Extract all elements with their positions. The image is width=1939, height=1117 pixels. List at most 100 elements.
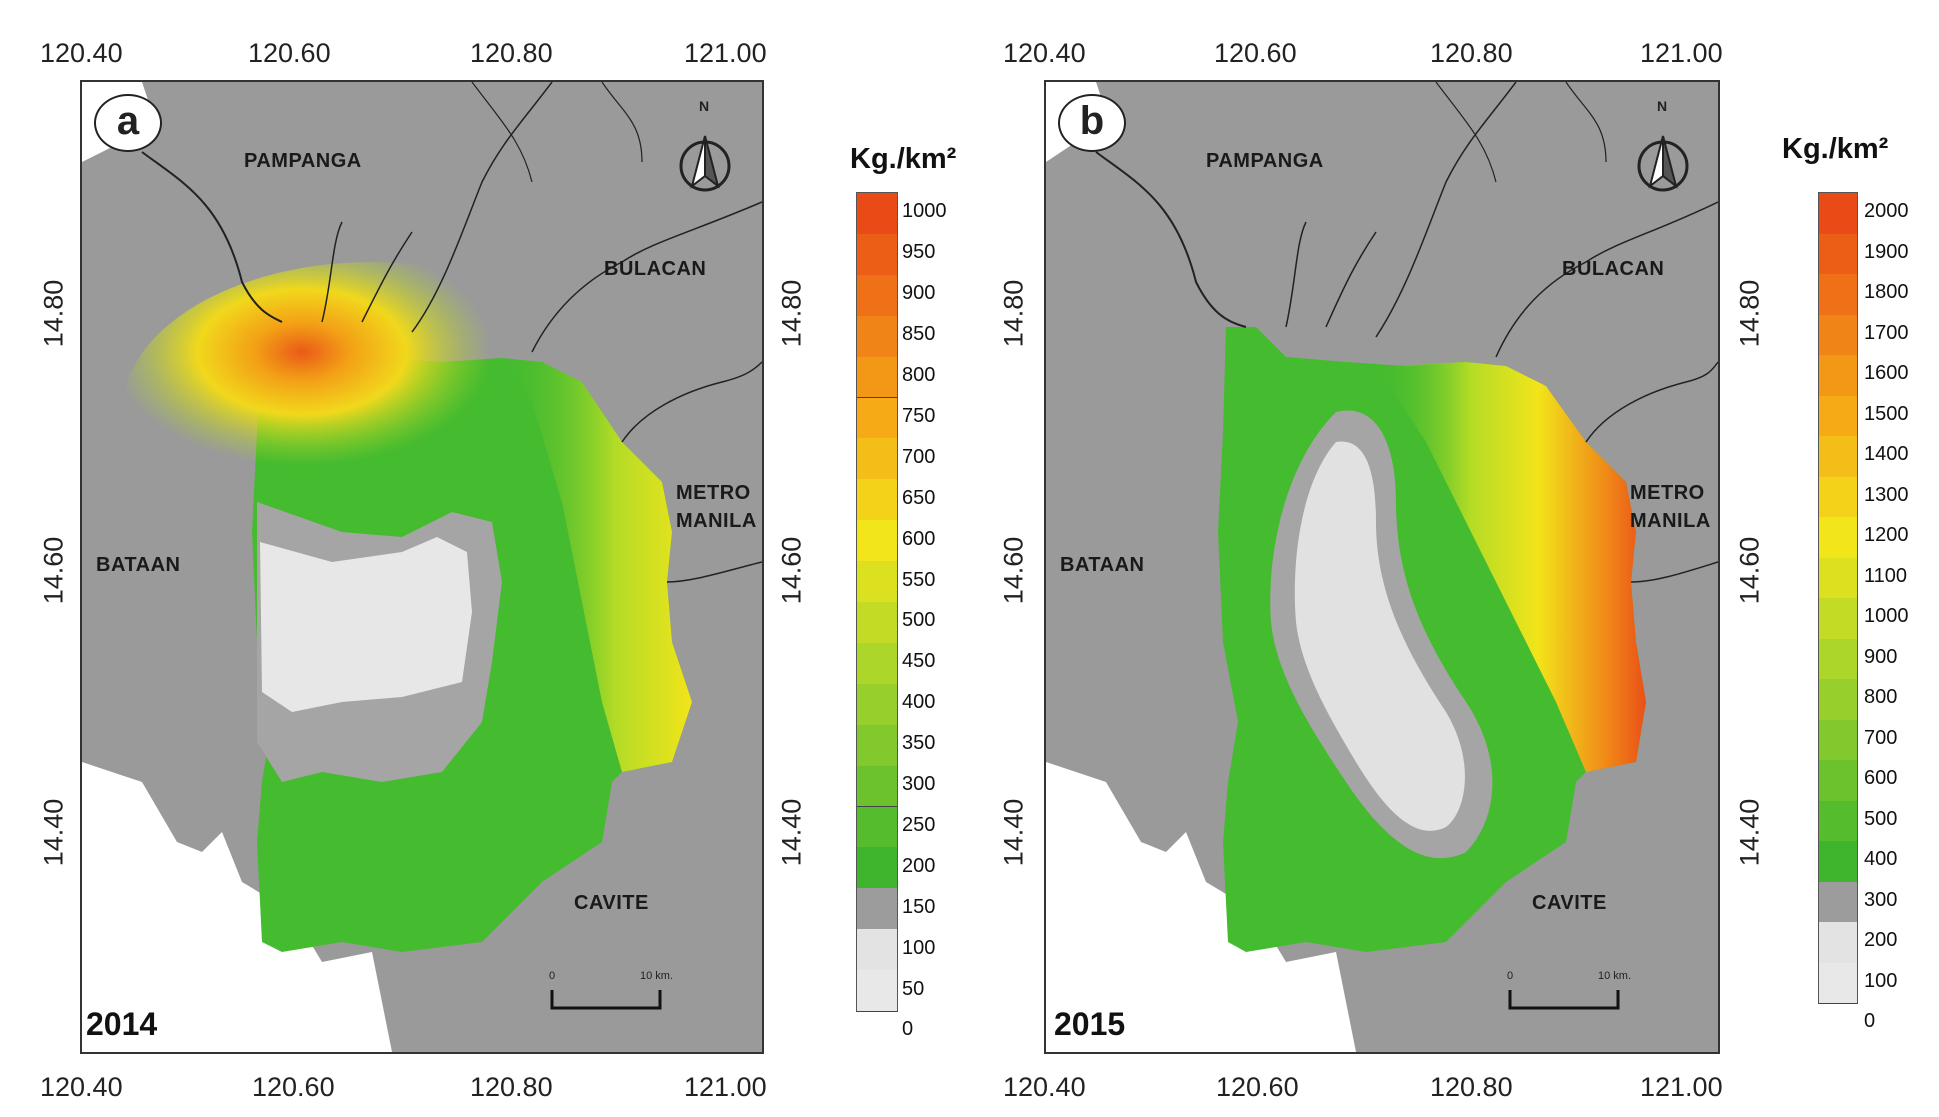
legend-title: Kg./km² xyxy=(1782,133,1889,165)
north-label: N xyxy=(699,98,710,114)
top-lon-label: 120.40 xyxy=(1003,38,1086,68)
place-label-metro: METRO xyxy=(676,482,751,504)
bottom-lon-label: 120.60 xyxy=(252,1072,335,1102)
legend-label: 550 xyxy=(902,568,936,591)
legend-label: 1100 xyxy=(1864,564,1908,587)
legend-swatch xyxy=(857,356,897,399)
scale-start-label: 0 xyxy=(549,970,556,982)
bottom-lon-label: 120.40 xyxy=(1003,1072,1086,1102)
map-graphic xyxy=(82,82,762,1052)
legend-label: 150 xyxy=(902,895,936,918)
legend-swatch xyxy=(857,561,897,603)
legend-swatch xyxy=(857,479,897,522)
place-label-metro: METRO xyxy=(1630,482,1705,504)
legend-label: 1600 xyxy=(1864,362,1909,385)
legend-swatch xyxy=(1819,922,1857,964)
legend-swatch xyxy=(857,233,897,276)
place-label-pampanga: PAMPANGA xyxy=(244,150,362,172)
legend-colorbar xyxy=(1818,192,1858,1004)
legend-label: 0 xyxy=(902,1018,914,1041)
scale-start-label: 0 xyxy=(1507,970,1514,982)
legend-swatch xyxy=(857,683,897,726)
north-label: N xyxy=(1657,98,1668,114)
legend-swatch xyxy=(857,888,897,931)
legend-swatch xyxy=(1819,476,1857,518)
map-frame xyxy=(1044,80,1720,1054)
place-label-bulacan: BULACAN xyxy=(1562,258,1665,280)
legend-label: 200 xyxy=(1864,929,1898,952)
top-lon-label: 120.60 xyxy=(248,38,331,68)
legend-swatch xyxy=(1819,598,1857,640)
legend-swatch xyxy=(857,274,897,317)
scale-end-label: 10 km. xyxy=(1598,970,1632,982)
place-label-pampanga: PAMPANGA xyxy=(1206,150,1324,172)
legend-swatch xyxy=(1819,193,1857,235)
legend-label: 1400 xyxy=(1864,443,1909,466)
right-lat-label: 14.40 xyxy=(1734,798,1765,867)
legend-swatch xyxy=(1819,841,1857,883)
right-lat-label: 14.80 xyxy=(1734,279,1765,348)
legend-label: 0 xyxy=(1864,1010,1876,1033)
legend-label: 900 xyxy=(902,282,936,305)
legend-label: 50 xyxy=(902,977,925,1000)
legend-swatch xyxy=(857,315,897,358)
legend-swatch xyxy=(1819,355,1857,397)
left-lat-label: 14.40 xyxy=(38,798,69,867)
legend-label: 500 xyxy=(1864,807,1898,830)
legend-label: 700 xyxy=(1864,726,1898,749)
panel-id-badge: b xyxy=(1058,94,1126,152)
legend-label: 300 xyxy=(902,773,936,796)
legend-label: 800 xyxy=(1864,686,1898,709)
top-lon-label: 120.60 xyxy=(1214,38,1297,68)
year-label: 2014 xyxy=(86,1006,158,1042)
legend-label: 1800 xyxy=(1864,281,1909,304)
legend-swatch xyxy=(1819,638,1857,680)
legend-swatch xyxy=(857,724,897,767)
legend-swatch xyxy=(1819,679,1857,721)
top-lon-label: 121.00 xyxy=(1640,38,1723,68)
bottom-lon-label: 120.40 xyxy=(40,1072,123,1102)
scale-bar xyxy=(550,988,662,1017)
legend-swatch xyxy=(1819,760,1857,802)
legend-label: 1200 xyxy=(1864,524,1909,547)
scale-bar xyxy=(1508,988,1620,1017)
legend-label: 400 xyxy=(902,691,936,714)
legend-swatch xyxy=(1819,881,1857,923)
top-lon-label: 120.80 xyxy=(1430,38,1513,68)
legend-label: 1700 xyxy=(1864,321,1909,344)
legend-label: 1500 xyxy=(1864,402,1909,425)
left-lat-label: 14.40 xyxy=(998,798,1029,867)
legend-label: 600 xyxy=(1864,767,1898,790)
legend-swatch xyxy=(857,765,897,808)
legend-colorbar xyxy=(856,192,898,1012)
legend-label: 600 xyxy=(902,527,936,550)
legend-swatch xyxy=(857,970,897,1012)
legend-label: 250 xyxy=(902,813,936,836)
legend-swatch xyxy=(1819,274,1857,316)
place-label-cavite: CAVITE xyxy=(1532,892,1607,914)
top-lon-label: 120.40 xyxy=(40,38,123,68)
north-arrow-icon xyxy=(678,120,732,205)
legend-label: 1300 xyxy=(1864,483,1909,506)
bottom-lon-label: 121.00 xyxy=(684,1072,767,1102)
bottom-lon-label: 120.80 xyxy=(470,1072,553,1102)
place-label-bulacan: BULACAN xyxy=(604,258,707,280)
legend-swatch xyxy=(857,397,897,440)
legend-swatch xyxy=(1819,233,1857,275)
legend-swatch xyxy=(857,520,897,563)
year-label: 2015 xyxy=(1054,1006,1126,1042)
legend-label: 450 xyxy=(902,650,936,673)
legend-label: 950 xyxy=(902,241,936,264)
top-lon-label: 120.80 xyxy=(470,38,553,68)
right-lat-label: 14.60 xyxy=(776,536,807,605)
legend-title: Kg./km² xyxy=(850,143,957,175)
legend-label: 100 xyxy=(902,936,936,959)
right-lat-label: 14.40 xyxy=(776,798,807,867)
legend-label: 800 xyxy=(902,364,936,387)
legend-label: 700 xyxy=(902,445,936,468)
legend-label: 2000 xyxy=(1864,200,1909,223)
legend-swatch xyxy=(1819,962,1857,1004)
bottom-lon-label: 121.00 xyxy=(1640,1072,1723,1102)
legend-label: 900 xyxy=(1864,645,1898,668)
legend-label: 750 xyxy=(902,404,936,427)
